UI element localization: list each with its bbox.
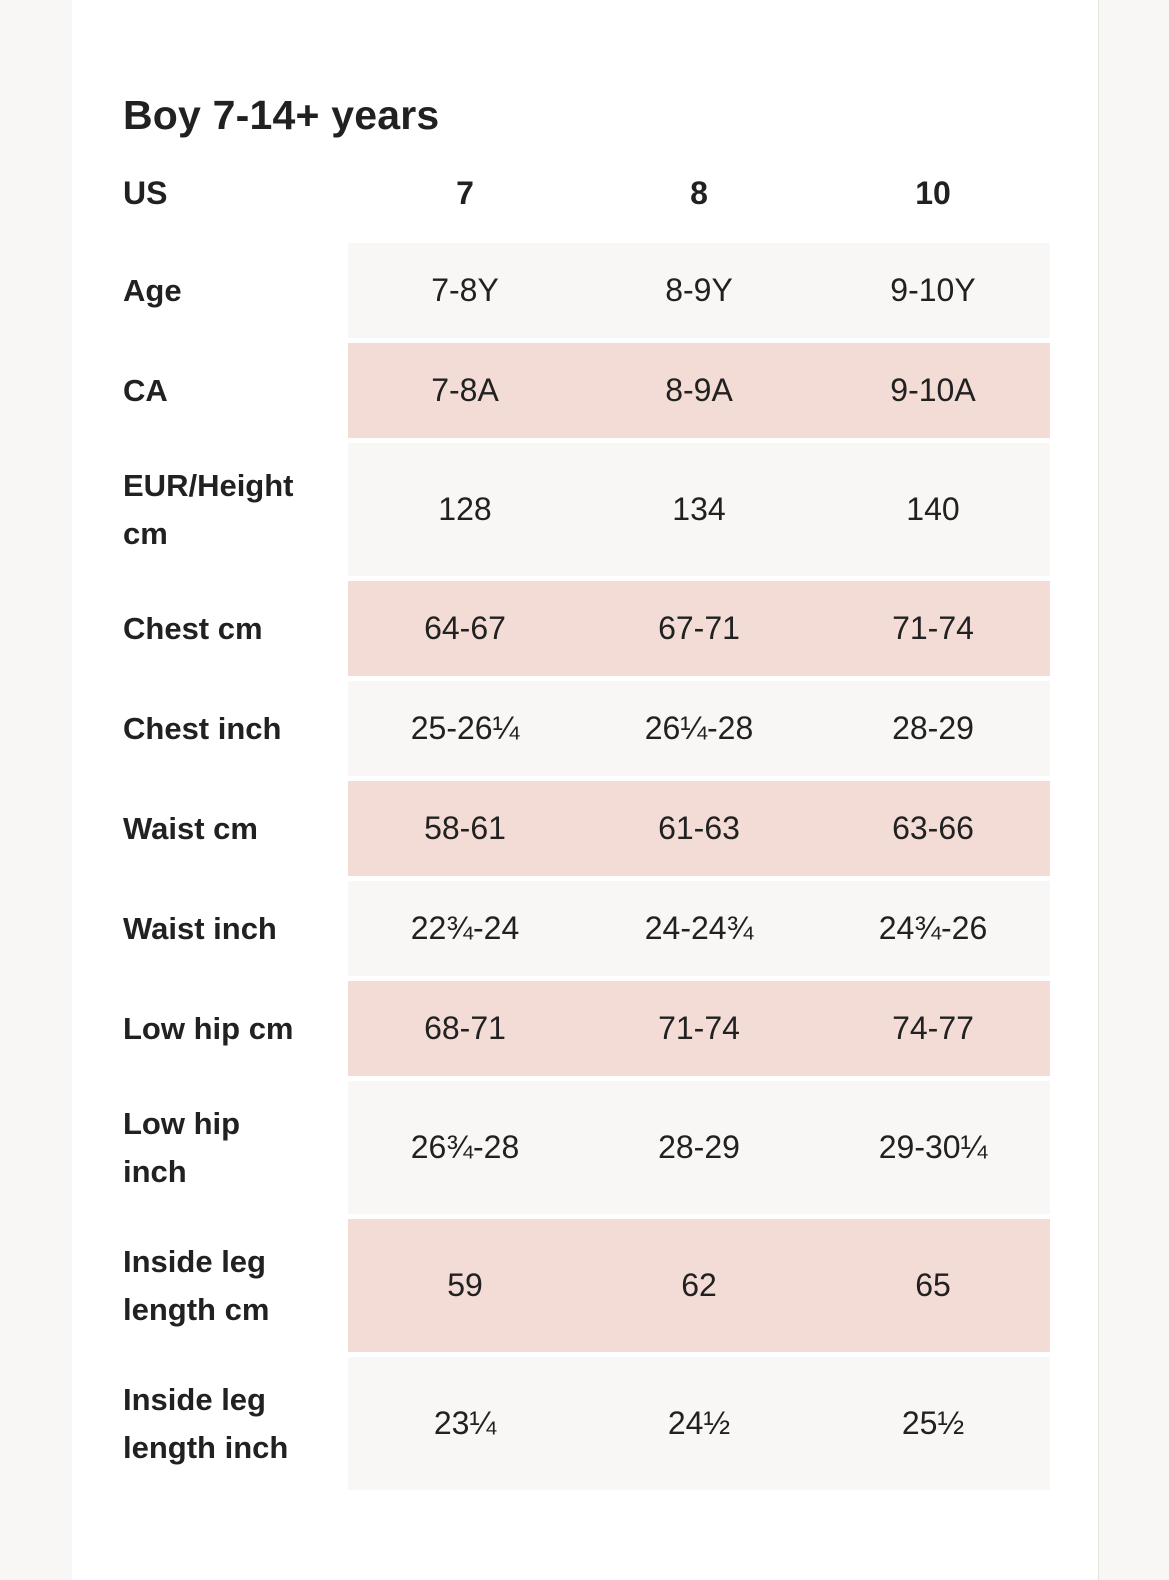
row-label: Inside leg length inch [123, 1381, 289, 1465]
row-label: Inside leg length cm [123, 1243, 270, 1327]
cell-value: 26¼-28 [644, 710, 754, 747]
cell-value: 8-9A [665, 372, 733, 409]
table-row-eur-height: EUR/Height cm 128 134 140 [123, 443, 1050, 577]
cell-value: 67-71 [658, 610, 740, 647]
table-row-waist-inch: Waist inch 22¾-24 24-24¾ 24¾-26 [123, 881, 1050, 977]
size-guide-content: Boy 7-14+ years US 7 8 10 Age 7-8Y 8-9Y … [123, 0, 1050, 1495]
table-row-age: Age 7-8Y 8-9Y 9-10Y [123, 243, 1050, 339]
right-page-strip [1098, 0, 1169, 1580]
header-columns: 7 8 10 [348, 175, 1050, 212]
row-band: 25-26¼ 26¼-28 28-29 [348, 681, 1050, 777]
cell-value: 24-24¾ [644, 910, 754, 947]
table-row-low-hip-cm: Low hip cm 68-71 71-74 74-77 [123, 981, 1050, 1077]
cell-value: 134 [672, 491, 726, 528]
column-header-size: 10 [915, 174, 951, 211]
cell-value: 8-9Y [665, 272, 733, 309]
cell-value: 24½ [667, 1405, 731, 1442]
row-band: 26¾-28 28-29 29-30¼ [348, 1081, 1050, 1215]
cell-value: 71-74 [658, 1010, 740, 1047]
cell-value: 61-63 [658, 810, 740, 847]
cell-value: 62 [681, 1267, 717, 1304]
row-label: Low hip cm [123, 1010, 294, 1046]
row-band: 59 62 65 [348, 1219, 1050, 1353]
cell-value: 71-74 [892, 610, 974, 647]
row-band: 23¼ 24½ 25½ [348, 1357, 1050, 1491]
row-band: 7-8A 8-9A 9-10A [348, 343, 1050, 439]
cell-value: 9-10A [890, 372, 976, 409]
row-label: Waist cm [123, 810, 258, 846]
table-row-waist-cm: Waist cm 58-61 61-63 63-66 [123, 781, 1050, 877]
cell-value: 7-8A [431, 372, 499, 409]
row-label: Chest inch [123, 710, 282, 746]
table-row-inside-leg-cm: Inside leg length cm 59 62 65 [123, 1219, 1050, 1353]
cell-value: 140 [906, 491, 960, 528]
row-band: 7-8Y 8-9Y 9-10Y [348, 243, 1050, 339]
row-label: CA [123, 372, 168, 408]
cell-value: 22¾-24 [410, 910, 520, 947]
cell-value: 64-67 [424, 610, 506, 647]
cell-value: 68-71 [424, 1010, 506, 1047]
row-label: Waist inch [123, 910, 277, 946]
cell-value: 28-29 [658, 1129, 740, 1166]
table-row-chest-inch: Chest inch 25-26¼ 26¼-28 28-29 [123, 681, 1050, 777]
cell-value: 29-30¼ [878, 1129, 988, 1166]
cell-value: 59 [447, 1267, 483, 1304]
cell-value: 24¾-26 [878, 910, 988, 947]
left-page-strip [0, 0, 72, 1580]
row-label: EUR/Height cm [123, 467, 294, 551]
row-band: 68-71 71-74 74-77 [348, 981, 1050, 1077]
column-header-size: 7 [456, 174, 474, 211]
row-band: 22¾-24 24-24¾ 24¾-26 [348, 881, 1050, 977]
table-row-low-hip-inch: Low hip inch 26¾-28 28-29 29-30¼ [123, 1081, 1050, 1215]
cell-value: 58-61 [424, 810, 506, 847]
cell-value: 25-26¼ [410, 710, 520, 747]
cell-value: 65 [915, 1267, 951, 1304]
column-header-size: 8 [690, 174, 708, 211]
cell-value: 23¼ [433, 1405, 497, 1442]
table-header-row: US 7 8 10 [123, 170, 1050, 216]
row-band: 128 134 140 [348, 443, 1050, 577]
row-label: Chest cm [123, 610, 263, 646]
row-band: 64-67 67-71 71-74 [348, 581, 1050, 677]
cell-value: 28-29 [892, 710, 974, 747]
row-band: 58-61 61-63 63-66 [348, 781, 1050, 877]
cell-value: 74-77 [892, 1010, 974, 1047]
table-row-ca: CA 7-8A 8-9A 9-10A [123, 343, 1050, 439]
table-row-chest-cm: Chest cm 64-67 67-71 71-74 [123, 581, 1050, 677]
cell-value: 63-66 [892, 810, 974, 847]
cell-value: 128 [438, 491, 492, 528]
row-label: Low hip inch [123, 1105, 241, 1189]
header-region-label: US [123, 174, 168, 211]
cell-value: 9-10Y [890, 272, 976, 309]
table-row-inside-leg-inch: Inside leg length inch 23¼ 24½ 25½ [123, 1357, 1050, 1491]
cell-value: 26¾-28 [410, 1129, 520, 1166]
row-label: Age [123, 272, 182, 308]
cell-value: 25½ [901, 1405, 965, 1442]
size-table: Age 7-8Y 8-9Y 9-10Y CA 7-8A 8-9A 9-10A E… [123, 243, 1050, 1491]
page-title: Boy 7-14+ years [123, 92, 440, 138]
cell-value: 7-8Y [431, 272, 499, 309]
